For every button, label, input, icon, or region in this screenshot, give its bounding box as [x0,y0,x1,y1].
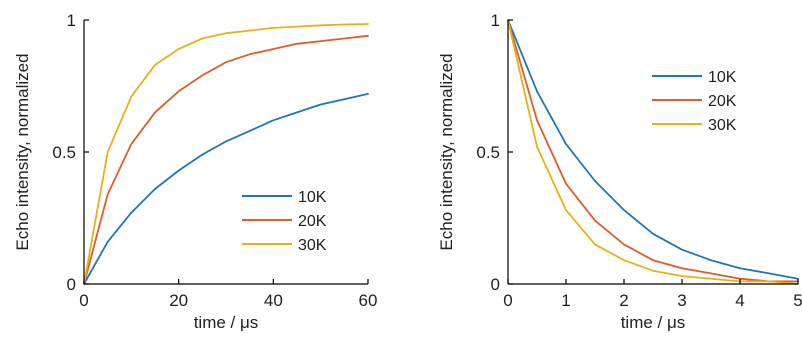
chart-panel-2: 0 1 2 3 4 5 0 0.5 1 time / μs Echo intensity, norm… [437,11,802,332]
x-tick-label: 1 [561,291,570,310]
series-line-20K [83,34,369,285]
y-axis-label: Echo intensity, normalized [13,53,32,250]
x-tick-label: 0 [503,291,512,310]
y-axis-label: Echo intensity, normalized [437,53,456,250]
series-line-30K [507,19,799,285]
x-tick-label: 4 [735,291,744,310]
x-tick-label: 5 [793,291,802,310]
legend-label-30K: 30K [298,237,327,254]
series-line-10K [83,93,369,285]
legend-label-20K: 20K [708,93,737,110]
y-tick-label: 0 [67,275,76,294]
y-tick-label: 0 [491,275,500,294]
legend-label-10K: 10K [708,69,737,86]
x-axis-label: time / μs [621,313,686,332]
series-line-10K [507,19,799,280]
x-tick-label: 0 [79,291,88,310]
y-tick-label: 1 [67,11,76,30]
chart-panel-1: 0 20 40 60 0 0.5 1 time / μs Echo intensity, nor… [13,11,377,332]
y-tick-label: 0.5 [476,143,500,162]
legend-label-10K: 10K [298,189,327,206]
x-axis-label: time / μs [194,313,259,332]
legend-label-30K: 30K [708,117,737,134]
series-line-30K [83,23,369,285]
x-tick-label: 20 [169,291,188,310]
x-tick-label: 3 [677,291,686,310]
x-tick-label: 40 [264,291,283,310]
x-tick-label: 2 [619,291,628,310]
legend-label-20K: 20K [298,213,327,230]
y-tick-label: 1 [491,11,500,30]
series-line-20K [507,19,799,283]
y-tick-label: 0.5 [52,143,76,162]
x-tick-label: 60 [359,291,378,310]
